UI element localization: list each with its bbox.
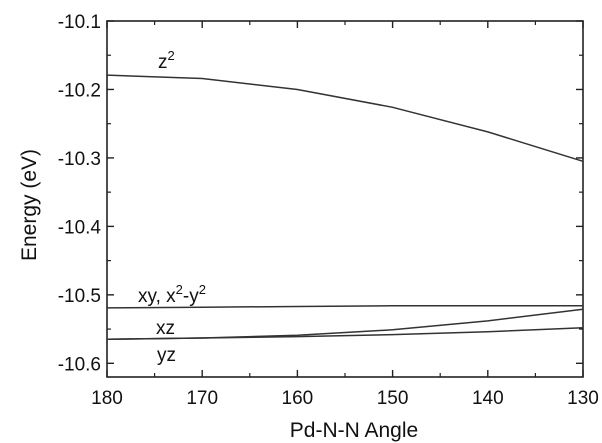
series-label: z2 [158, 48, 175, 73]
y-tick-label: -10.6 [58, 354, 101, 375]
y-tick-label: -10.4 [58, 217, 102, 238]
x-tick-label: 130 [567, 388, 599, 409]
x-tick-label: 150 [377, 388, 409, 409]
series-line-xy-x2-y2 [106, 305, 583, 309]
x-tick-label: 170 [186, 388, 218, 409]
series-line-xz [106, 308, 584, 341]
series-label: xz [156, 318, 175, 339]
x-tick-label: 180 [91, 388, 123, 409]
y-tick-label: -10.5 [58, 286, 101, 307]
x-axis-title: Pd-N-N Angle [290, 419, 418, 442]
y-tick-label: -10.2 [58, 80, 101, 101]
y-tick-label: -10.1 [58, 12, 101, 33]
plot-frame [106, 20, 584, 378]
series-label: xy, x2-y2 [138, 282, 206, 307]
y-axis-title: Energy (eV) [18, 149, 41, 261]
series-line-yz [106, 326, 584, 341]
plot-layer: 180 170 160 150 140 130 -10.1 -10.2 -10.3 -10.4 -1… [58, 12, 599, 409]
x-tick-label: 160 [282, 388, 314, 409]
x-tick-label: 140 [472, 388, 504, 409]
y-tick-label: -10.3 [58, 149, 101, 170]
series-line-z2 [106, 74, 584, 163]
series-label: yz [157, 345, 176, 366]
